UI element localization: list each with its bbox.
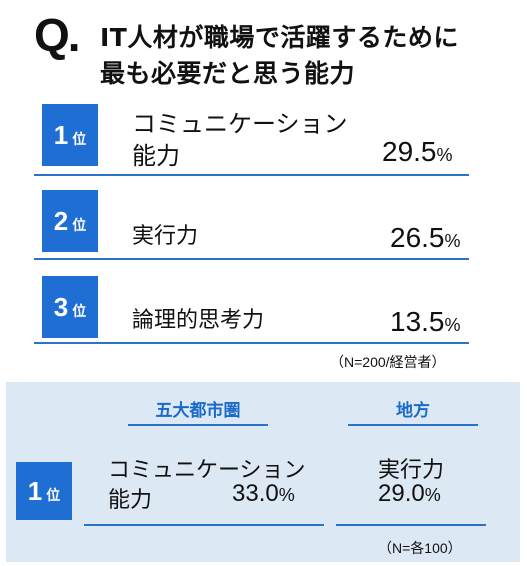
percent-unit: % [424,485,441,505]
rank-2-value-number: 26.5 [390,222,445,253]
metro-divider [84,524,324,526]
local-value-number: 29.0 [378,480,425,507]
local-value: 29.0% [378,480,441,508]
rank-1-value: 29.5% [382,136,453,168]
metro-header: 五大都市圏 [155,401,241,421]
rank-suffix: 位 [72,304,87,320]
percent-unit: % [436,145,453,165]
row-divider [34,174,469,176]
rank-1-label-line1: コミュニケーション [132,110,348,138]
rank-3-value-number: 13.5 [390,306,445,337]
row-divider [34,258,469,260]
metro-value: 33.0% [232,480,295,508]
metro-header-underline [128,424,268,426]
rank-2-value: 26.5% [390,222,461,254]
row-divider [34,342,469,344]
rank-number: 1 [53,119,69,150]
rank-suffix: 位 [72,132,87,148]
question-line-2: 最も必要だと思う能力 [100,59,356,88]
question-line-1: IT人材が職場で活躍するために [100,23,459,52]
rank-1-value-number: 29.5 [382,136,437,167]
rank-number: 3 [53,291,69,322]
rank-number: 1 [27,475,43,506]
local-header-underline [348,424,478,426]
question-mark: Q. [34,9,81,61]
metro-label-line2: 能力 [108,488,153,513]
regional-sample-note: （N=各100） [378,540,462,556]
rank-number: 2 [53,205,69,236]
rank-suffix: 位 [72,218,87,234]
sample-note: （N=200/経営者） [330,354,446,370]
percent-unit: % [444,315,461,335]
metro-label-line1: コミュニケーション [108,458,306,483]
rank-2-label: 実行力 [132,224,199,249]
regional-panel [6,382,520,562]
metro-value-number: 33.0 [232,480,279,507]
percent-unit: % [278,485,295,505]
rank-3-label: 論理的思考力 [132,308,265,333]
rank-3-value: 13.5% [390,306,461,338]
local-header: 地方 [396,401,430,421]
rank-suffix: 位 [46,488,61,504]
percent-unit: % [444,231,461,251]
local-divider [336,524,486,526]
rank-1-label-line2: 能力 [132,142,180,170]
local-label: 実行力 [378,458,445,483]
